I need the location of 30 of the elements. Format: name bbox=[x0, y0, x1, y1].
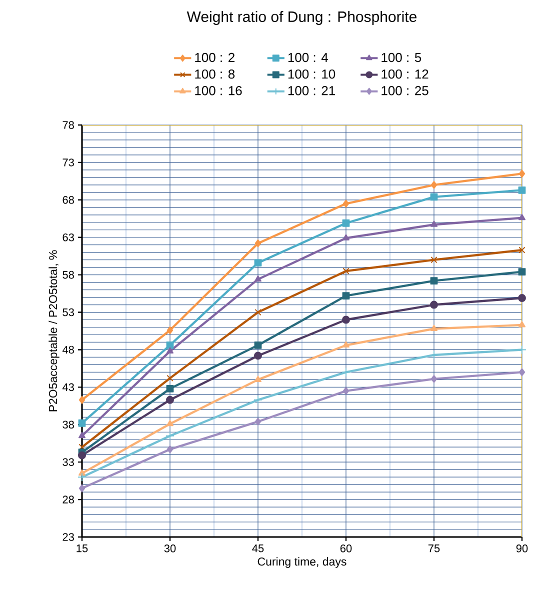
legend-label: 100 : 12 bbox=[382, 69, 428, 79]
legend-label: 100 : 16 bbox=[195, 86, 242, 96]
y-tick-label: 73 bbox=[62, 158, 74, 166]
x-axis-title: Curing time, days bbox=[258, 557, 346, 568]
legend-label: 100 : 25 bbox=[382, 86, 428, 96]
y-tick-label: 53 bbox=[62, 308, 74, 316]
y-tick-label: 63 bbox=[62, 233, 74, 242]
legend-label: 100 : 21 bbox=[288, 86, 335, 96]
legend-label: 100 : 2 bbox=[195, 52, 234, 62]
legend-label: 100 : 4 bbox=[288, 52, 328, 62]
legend-label: 100 : 8 bbox=[195, 69, 235, 79]
x-tick-label: 60 bbox=[340, 544, 352, 552]
x-tick-label: 30 bbox=[164, 544, 176, 552]
y-tick-label: 23 bbox=[62, 533, 74, 541]
y-tick-label: 33 bbox=[62, 458, 74, 466]
y-tick-label: 38 bbox=[62, 420, 74, 429]
y-tick-label: 43 bbox=[62, 383, 74, 392]
legend-label: 100 : 10 bbox=[288, 69, 336, 79]
x-tick-label: 75 bbox=[428, 544, 440, 552]
y-tick-label: 48 bbox=[62, 346, 74, 354]
x-tick-label: 90 bbox=[516, 544, 528, 552]
y-tick-label: 58 bbox=[62, 270, 74, 279]
y-tick-label: 78 bbox=[62, 121, 74, 129]
y-tick-label: 28 bbox=[62, 496, 74, 504]
x-tick-label: 15 bbox=[76, 544, 88, 552]
y-tick-label: 68 bbox=[62, 196, 74, 204]
y-axis-title: P2O5acceptable / P2O5total, % bbox=[48, 250, 60, 412]
legend-title: Weight ratio of Dung : Phosphorite bbox=[186, 11, 416, 25]
legend-label: 100 : 5 bbox=[382, 52, 422, 62]
x-tick-label: 45 bbox=[252, 544, 264, 552]
